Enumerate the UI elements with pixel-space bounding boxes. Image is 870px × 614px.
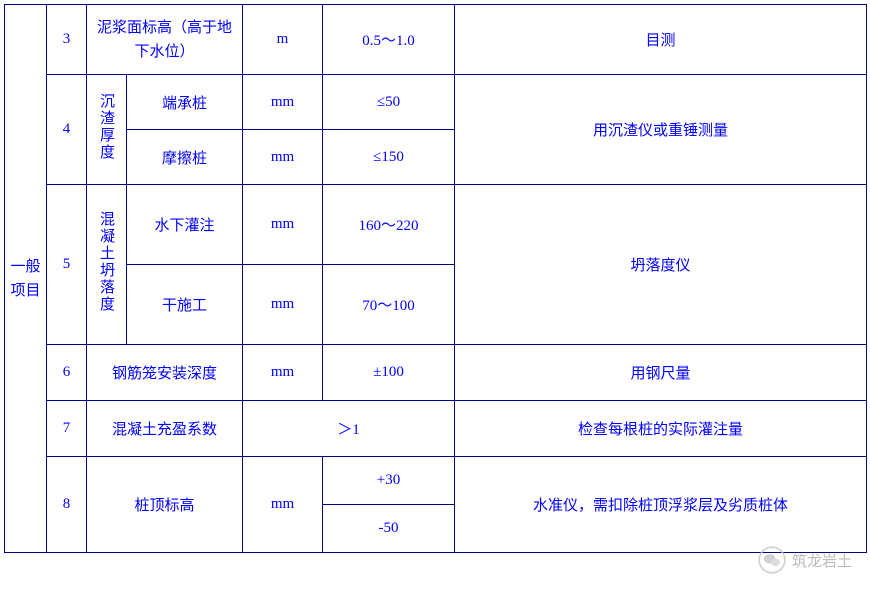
unit-cell: mm	[243, 130, 323, 185]
sub-label-cell: 混凝土坍落度	[87, 185, 127, 345]
unit-cell: mm	[243, 265, 323, 345]
watermark-text: 筑龙岩土	[792, 550, 852, 571]
unit-cell: m	[243, 5, 323, 75]
unit-cell: mm	[243, 185, 323, 265]
tolerance-cell: +30	[323, 457, 455, 505]
tolerance-cell: 160～220	[323, 185, 455, 265]
method-cell: 坍落度仪	[455, 185, 867, 345]
tolerance-cell: ≤50	[323, 75, 455, 130]
wechat-icon	[758, 546, 786, 574]
sub-name: 干施工	[127, 265, 243, 345]
row-no: 4	[47, 75, 87, 185]
item-cell: 泥浆面标高（高于地下水位）	[87, 5, 243, 75]
tolerance-cell: -50	[323, 505, 455, 553]
method-cell: 用沉渣仪或重锤测量	[455, 75, 867, 185]
sub-name: 水下灌注	[127, 185, 243, 265]
sub-label: 混凝土坍落度	[96, 211, 117, 313]
row-no: 6	[47, 345, 87, 401]
method-cell: 检查每根桩的实际灌注量	[455, 401, 867, 457]
item-cell: 钢筋笼安装深度	[87, 345, 243, 401]
method-cell: 用钢尺量	[455, 345, 867, 401]
unit-cell: mm	[243, 457, 323, 553]
spec-table: 一般项目 3 泥浆面标高（高于地下水位） m 0.5～1.0 目测 4 沉渣厚度…	[4, 4, 867, 553]
row-no: 3	[47, 5, 87, 75]
tolerance-cell: ≤150	[323, 130, 455, 185]
unit-cell: mm	[243, 345, 323, 401]
method-cell: 目测	[455, 5, 867, 75]
sub-name: 摩擦桩	[127, 130, 243, 185]
sub-label-cell: 沉渣厚度	[87, 75, 127, 185]
category-cell: 一般项目	[5, 5, 47, 553]
method-cell: 水准仪，需扣除桩顶浮浆层及劣质桩体	[455, 457, 867, 553]
row-no: 7	[47, 401, 87, 457]
category-label: 一般项目	[10, 259, 40, 299]
row-no: 5	[47, 185, 87, 345]
sub-label: 沉渣厚度	[96, 93, 117, 161]
tolerance-cell: 70～100	[323, 265, 455, 345]
tolerance-cell: 0.5～1.0	[323, 5, 455, 75]
sub-name: 端承桩	[127, 75, 243, 130]
tolerance-cell: ±100	[323, 345, 455, 401]
item-cell: 混凝土充盈系数	[87, 401, 243, 457]
watermark: 筑龙岩土	[758, 546, 852, 574]
unit-cell: mm	[243, 75, 323, 130]
row-no: 8	[47, 457, 87, 553]
item-cell: 桩顶标高	[87, 457, 243, 553]
merged-tolerance-cell: ＞1	[243, 401, 455, 457]
